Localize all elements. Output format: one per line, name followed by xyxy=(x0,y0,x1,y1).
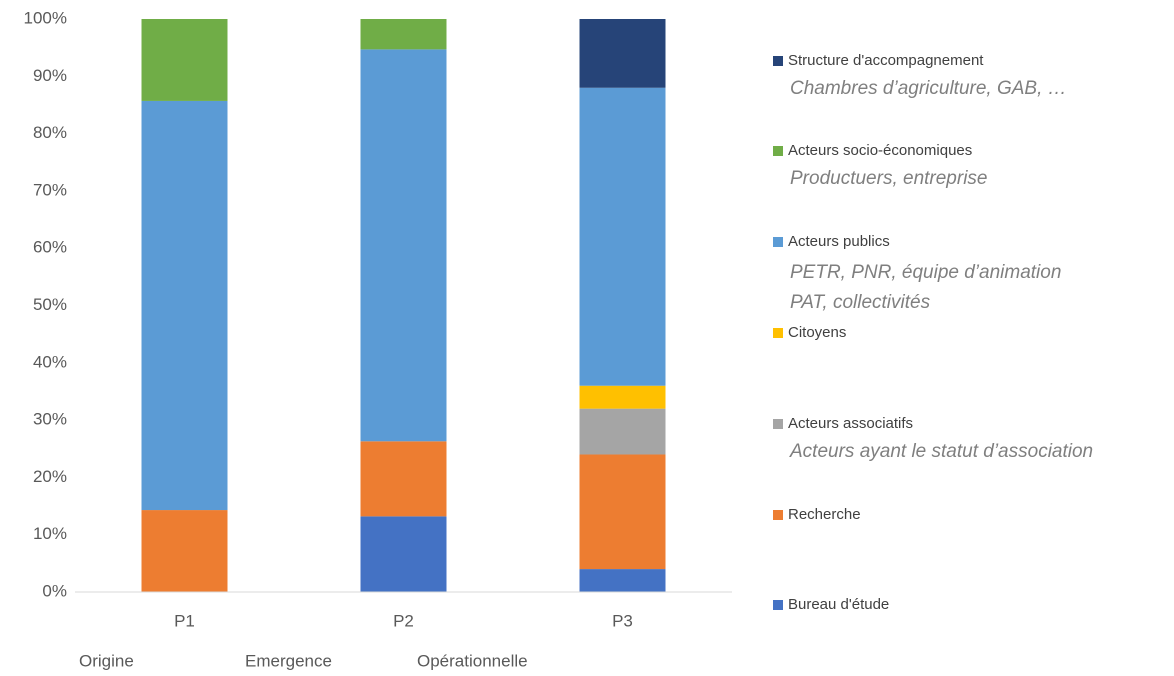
bar-segment xyxy=(579,569,666,592)
legend-label: Citoyens xyxy=(788,324,846,341)
phase-label: Opérationnelle xyxy=(417,651,528,670)
y-tick-label: 40% xyxy=(33,352,67,371)
legend-swatch xyxy=(773,328,783,338)
bar-segment xyxy=(360,19,447,50)
legend-label: Acteurs associatifs xyxy=(788,415,913,432)
legend-description: PETR, PNR, équipe d’animation xyxy=(790,262,1061,283)
legend-swatch xyxy=(773,419,783,429)
legend-label: Acteurs socio-économiques xyxy=(788,142,972,159)
bar-segment xyxy=(579,385,666,409)
legend-description: PAT, collectivités xyxy=(790,292,931,313)
legend-description: Productuers, entreprise xyxy=(790,168,988,189)
y-tick-label: 90% xyxy=(33,66,67,85)
bar-segment xyxy=(579,454,666,570)
legend-swatch xyxy=(773,56,783,66)
legend-swatch xyxy=(773,146,783,156)
y-tick-label: 50% xyxy=(33,295,67,314)
x-tick-label: P1 xyxy=(174,611,195,630)
x-tick-label: P3 xyxy=(612,611,633,630)
legend-label: Structure d'accompagnement xyxy=(788,52,984,69)
bar-segment xyxy=(141,19,228,101)
bar-segment xyxy=(579,19,666,88)
phase-label: Emergence xyxy=(245,651,332,670)
legend-label: Recherche xyxy=(788,506,861,523)
bar-segment xyxy=(579,87,666,386)
phase-label: Origine xyxy=(79,651,134,670)
y-tick-label: 70% xyxy=(33,180,67,199)
legend-swatch xyxy=(773,237,783,247)
y-tick-label: 100% xyxy=(24,8,67,27)
legend-label: Acteurs publics xyxy=(788,233,890,250)
legend-label: Bureau d'étude xyxy=(788,596,889,613)
bar-segment xyxy=(141,100,228,511)
legend-description: Acteurs ayant le statut d’association xyxy=(789,441,1093,462)
y-tick-label: 60% xyxy=(33,238,67,257)
legend-description: Chambres d’agriculture, GAB, … xyxy=(790,78,1067,99)
y-tick-label: 30% xyxy=(33,410,67,429)
y-tick-label: 80% xyxy=(33,123,67,142)
y-tick-label: 0% xyxy=(42,581,67,600)
y-tick-label: 20% xyxy=(33,467,67,486)
legend-swatch xyxy=(773,600,783,610)
bar-segment xyxy=(360,441,447,517)
y-tick-label: 10% xyxy=(33,524,67,543)
x-tick-label: P2 xyxy=(393,611,414,630)
bar-segment xyxy=(141,510,228,592)
legend-swatch xyxy=(773,510,783,520)
bar-segment xyxy=(360,516,447,592)
bar-segment xyxy=(360,49,447,442)
bar-segment xyxy=(579,408,666,455)
